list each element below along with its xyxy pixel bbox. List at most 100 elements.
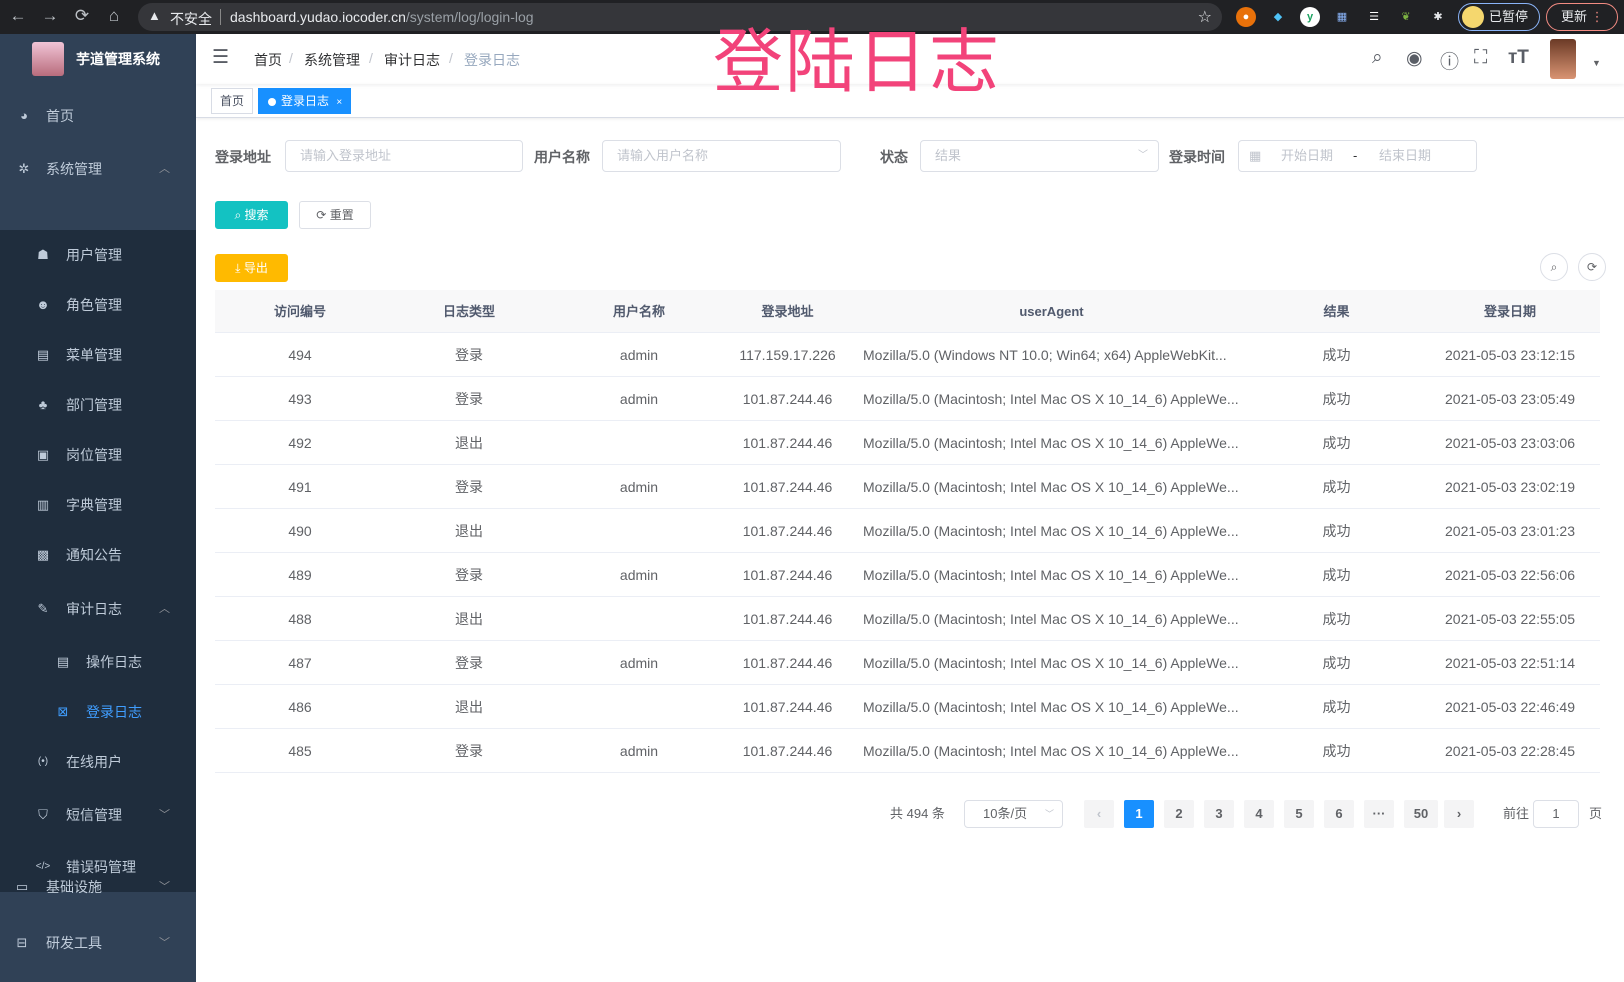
user-agent-cell: Mozilla/5.0 (Macintosh; Intel Mac OS X 1…: [863, 391, 1239, 407]
github-icon[interactable]: ◉: [1406, 48, 1423, 69]
result-cell: 成功: [1322, 435, 1351, 451]
extensions-puzzle-icon[interactable]: ✱: [1433, 11, 1443, 23]
sidebar-item-post[interactable]: ▣ 岗位管理: [0, 430, 196, 480]
breadcrumb-item[interactable]: 首页: [254, 52, 282, 68]
bookmark-star-icon[interactable]: ☆: [1197, 9, 1212, 26]
update-button[interactable]: 更新 ⋮: [1546, 3, 1618, 31]
result-cell: 成功: [1322, 523, 1351, 539]
forward-icon[interactable]: →: [41, 6, 59, 25]
tag-login-log[interactable]: 登录日志 ×: [258, 88, 352, 114]
user-agent-cell: Mozilla/5.0 (Macintosh; Intel Mac OS X 1…: [863, 655, 1239, 671]
fullscreen-icon[interactable]: ⛶: [1474, 47, 1488, 68]
sidebar-item-dev-tools[interactable]: ⊟ 研发工具 ﹀: [0, 915, 196, 971]
column-header: userAgent: [1019, 304, 1084, 319]
reset-button[interactable]: ⟳ 重置: [299, 201, 371, 229]
sidebar-item-dept[interactable]: ♣ 部门管理: [0, 380, 196, 430]
table-row[interactable]: 493 登录 admin 101.87.244.46 Mozilla/5.0 (Maci…: [215, 377, 1600, 421]
page-button[interactable]: 5: [1284, 800, 1314, 828]
date-range-picker[interactable]: ▦ 开始日期 - 结束日期: [1238, 140, 1477, 172]
extension-gem-icon[interactable]: ◆: [1273, 11, 1283, 23]
table-row[interactable]: 487 登录 admin 101.87.244.46 Mozilla/5.0 (Maci…: [215, 641, 1600, 685]
more-pages-button[interactable]: ···: [1364, 800, 1394, 828]
chevron-up-icon: ︿: [159, 163, 170, 175]
ip-cell: 101.87.244.46: [742, 743, 833, 759]
page-button[interactable]: 4: [1244, 800, 1274, 828]
shield-icon: ⛉: [38, 807, 48, 822]
username-input[interactable]: 请输入用户名称: [602, 140, 841, 172]
breadcrumb-item[interactable]: 审计日志: [384, 52, 440, 68]
profile-paused-button[interactable]: 已暂停: [1458, 3, 1540, 31]
logo: [32, 42, 64, 76]
close-icon[interactable]: ×: [336, 97, 343, 108]
next-page-button[interactable]: ›: [1444, 800, 1474, 828]
ip-cell: 101.87.244.46: [742, 435, 833, 451]
log-type-cell: 登录: [455, 567, 483, 583]
column-header: 访问编号: [273, 304, 326, 319]
result-cell: 成功: [1322, 743, 1351, 759]
page-button[interactable]: 6: [1324, 800, 1354, 828]
log-type-cell: 退出: [455, 523, 483, 539]
search-icon[interactable]: ⌕: [1372, 47, 1383, 68]
sidebar-item-infra[interactable]: ▭ 基础设施 ﹀: [0, 859, 196, 915]
prev-page-button[interactable]: ‹: [1084, 800, 1114, 828]
extension-icon[interactable]: ●: [1236, 7, 1256, 27]
system-submenu: ☗ 用户管理 ☻ 角色管理 ▤ 菜单管理 ♣ 部门管理 ▣ 岗位管理 ▥ 字典管理 ▩ 通知公…: [0, 230, 196, 892]
status-select[interactable]: 结果 ﹀: [920, 140, 1159, 172]
extension-on-icon[interactable]: ☰: [1369, 11, 1379, 23]
table-row[interactable]: 491 登录 admin 101.87.244.46 Mozilla/5.0 (Maci…: [215, 465, 1600, 509]
sidebar-item-login-log[interactable]: ⊠ 登录日志: [0, 687, 196, 737]
sidebar-item-audit[interactable]: ✎ 审计日志 ︿: [0, 584, 196, 634]
reload-icon[interactable]: ⟳: [74, 6, 90, 25]
page-button[interactable]: 3: [1204, 800, 1234, 828]
sidebar-item-online[interactable]: (•) 在线用户: [0, 737, 196, 787]
table-row[interactable]: 494 登录 admin 117.159.17.226 Mozilla/5.0 (Win…: [215, 333, 1600, 377]
text-size-icon[interactable]: ᴛT: [1508, 47, 1529, 68]
url-text[interactable]: dashboard.yudao.iocoder.cn/system/log/lo…: [230, 9, 534, 25]
extension-grid-icon[interactable]: ▦: [1336, 11, 1348, 23]
chevron-down-icon: ﹀: [1044, 809, 1054, 819]
help-icon[interactable]: ⓘ: [1440, 52, 1460, 73]
table-row[interactable]: 489 登录 admin 101.87.244.46 Mozilla/5.0 (Maci…: [215, 553, 1600, 597]
insecure-label: 不安全: [170, 11, 212, 27]
table-row[interactable]: 488 退出 101.87.244.46 Mozilla/5.0 (Macintosh…: [215, 597, 1600, 641]
breadcrumb-item[interactable]: 系统管理: [304, 52, 360, 68]
result-cell: 成功: [1322, 347, 1351, 363]
toggle-search-button[interactable]: ⌕: [1540, 253, 1568, 281]
search-button[interactable]: ⌕ 搜索: [215, 201, 288, 229]
caret-down-icon[interactable]: ▼: [1592, 58, 1601, 68]
table-row[interactable]: 490 退出 101.87.244.46 Mozilla/5.0 (Macintosh…: [215, 509, 1600, 553]
sidebar-item-notice[interactable]: ▩ 通知公告: [0, 530, 196, 580]
tag-home[interactable]: 首页: [211, 88, 254, 114]
page-button[interactable]: 2: [1164, 800, 1194, 828]
address-input[interactable]: 请输入登录地址: [285, 140, 523, 172]
page-button[interactable]: 50: [1404, 800, 1438, 828]
login-log-table: 访问编号 日志类型 用户名称 登录地址 userAgent 结果 登录日期 49…: [215, 290, 1600, 773]
log-type-cell: 登录: [455, 743, 483, 759]
sidebar-item-operate-log[interactable]: ▤ 操作日志: [0, 637, 196, 687]
sidebar-item-error-code[interactable]: </> 错误码管理: [0, 842, 196, 892]
export-button[interactable]: ⤓ 导出: [215, 254, 288, 282]
tree-table-icon: ▤: [36, 347, 50, 362]
table-row[interactable]: 486 退出 101.87.244.46 Mozilla/5.0 (Macintosh…: [215, 685, 1600, 729]
page-button[interactable]: 1: [1124, 800, 1154, 828]
table-row[interactable]: 492 退出 101.87.244.46 Mozilla/5.0 (Macintosh…: [215, 421, 1600, 465]
sidebar-item-dict[interactable]: ▥ 字典管理: [0, 480, 196, 530]
sidebar-item-system[interactable]: ✲ 系统管理 ︿: [0, 141, 196, 197]
goto-page-input[interactable]: 1: [1533, 800, 1579, 828]
extension-leaf-icon[interactable]: ❦: [1401, 11, 1411, 23]
refresh-button[interactable]: ⟳: [1578, 253, 1606, 281]
address-bar[interactable]: ▲ 不安全 dashboard.yudao.iocoder.cn/system/…: [138, 3, 1222, 31]
avatar[interactable]: [1550, 39, 1576, 79]
log-type-cell: 登录: [455, 391, 483, 407]
page-size-select[interactable]: 10条/页 ﹀: [964, 800, 1063, 828]
extension-y-icon[interactable]: y: [1300, 7, 1320, 27]
sidebar-item-user[interactable]: ☗ 用户管理: [0, 230, 196, 280]
back-icon[interactable]: ←: [9, 6, 27, 25]
hamburger-icon[interactable]: ☰: [212, 47, 230, 68]
home-icon[interactable]: ⌂: [108, 6, 120, 25]
table-row[interactable]: 485 登录 admin 101.87.244.46 Mozilla/5.0 (Maci…: [215, 729, 1600, 773]
sidebar-item-sms[interactable]: ⛉ 短信管理 ﹀: [0, 790, 196, 840]
sidebar-item-menu[interactable]: ▤ 菜单管理: [0, 330, 196, 380]
sidebar-item-role[interactable]: ☻ 角色管理: [0, 280, 196, 330]
sidebar-item-home[interactable]: ◕ 首页: [0, 88, 196, 144]
